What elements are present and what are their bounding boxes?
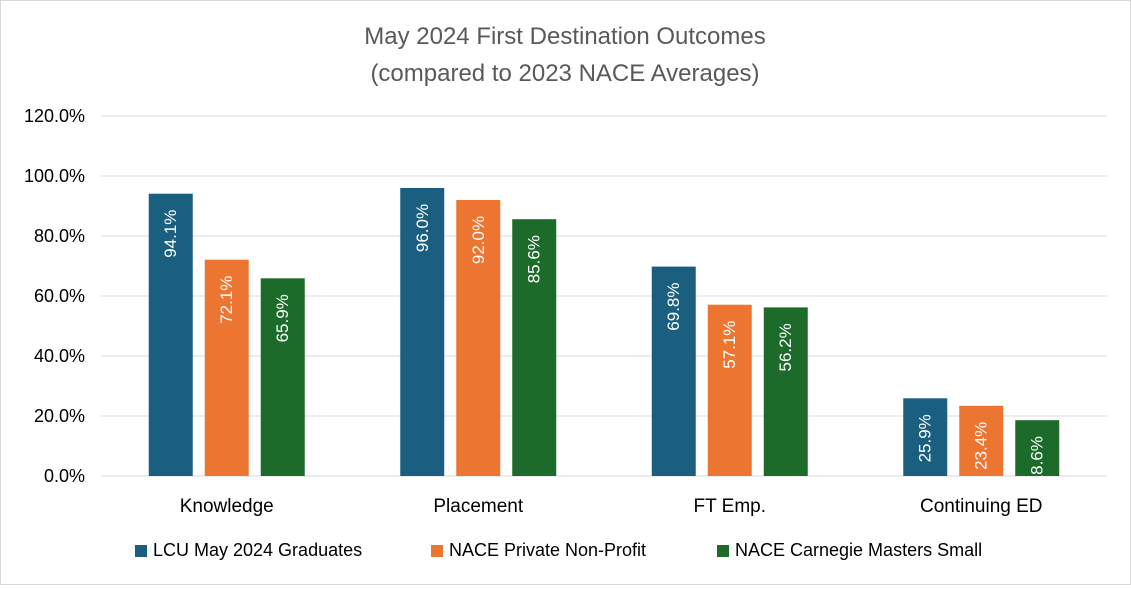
x-tick-label: Knowledge xyxy=(180,496,274,517)
legend-swatch xyxy=(717,545,729,557)
y-tick-label: 100.0% xyxy=(24,166,85,186)
y-axis-ticks: 0.0% 20.0% 40.0% 60.0% 80.0% 100.0% 120.0% xyxy=(24,106,85,486)
data-label: 56.2% xyxy=(776,323,795,371)
chart-subtitle: (compared to 2023 NACE Averages) xyxy=(370,60,759,87)
legend: LCU May 2024 Graduates NACE Private Non-P… xyxy=(135,540,982,560)
y-tick-label: 20.0% xyxy=(34,406,85,426)
bar xyxy=(260,278,305,476)
bar xyxy=(903,398,948,476)
bars xyxy=(148,188,1060,476)
y-tick-label: 80.0% xyxy=(34,226,85,246)
data-label: 23.4% xyxy=(972,422,991,470)
data-label: 94.1% xyxy=(161,210,180,258)
data-label: 69.8% xyxy=(664,282,683,330)
chart-title: May 2024 First Destination Outcomes xyxy=(364,23,766,50)
bar xyxy=(400,188,445,476)
bar xyxy=(204,259,249,476)
y-tick-label: 40.0% xyxy=(34,346,85,366)
data-label: 72.1% xyxy=(217,276,236,324)
data-label: 25.9% xyxy=(916,414,935,462)
data-label: 57.1% xyxy=(720,321,739,369)
bar xyxy=(959,405,1004,476)
data-label: 65.9% xyxy=(273,294,292,342)
legend-label: LCU May 2024 Graduates xyxy=(153,540,362,560)
bar xyxy=(1015,420,1060,476)
x-tick-label: Continuing ED xyxy=(920,496,1043,517)
bar xyxy=(707,304,752,476)
data-labels: 94.1% 72.1% 65.9% 96.0% 92.0% 85.6% 69.8% 57.1%… xyxy=(161,204,1047,484)
data-label: 18.6% xyxy=(1028,436,1047,484)
y-tick-label: 120.0% xyxy=(24,106,85,126)
gridlines xyxy=(101,115,1107,477)
legend-swatch xyxy=(135,545,147,557)
bar xyxy=(512,219,557,476)
bar xyxy=(651,266,696,476)
data-label: 92.0% xyxy=(469,216,488,264)
x-tick-label: FT Emp. xyxy=(694,496,767,517)
legend-label: NACE Carnegie Masters Small xyxy=(735,540,982,560)
bar xyxy=(763,307,808,476)
bar xyxy=(456,200,501,476)
data-label: 85.6% xyxy=(525,235,544,283)
x-tick-label: Placement xyxy=(433,496,523,517)
data-label: 96.0% xyxy=(413,204,432,252)
legend-swatch xyxy=(431,545,443,557)
y-tick-label: 60.0% xyxy=(34,286,85,306)
x-axis-ticks: Knowledge Placement FT Emp. Continuing ED xyxy=(180,496,1043,517)
y-tick-label: 0.0% xyxy=(44,466,85,486)
bar xyxy=(148,193,193,476)
legend-label: NACE Private Non-Profit xyxy=(449,540,646,560)
